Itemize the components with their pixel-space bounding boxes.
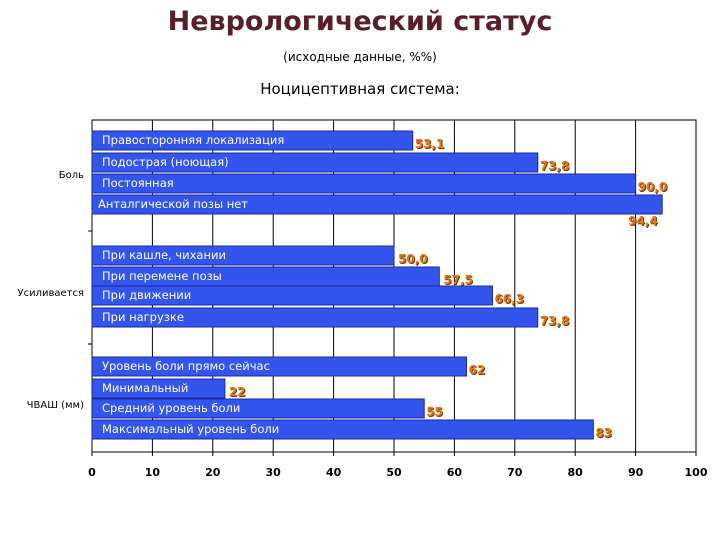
x-tick-label: 90 <box>628 466 644 479</box>
value-label-shadow: 73,8 <box>541 315 571 329</box>
bar-label: Минимальный <box>102 381 188 395</box>
x-tick-label: 100 <box>685 466 708 479</box>
group-label: Усиливается <box>18 288 85 299</box>
x-tick-label: 20 <box>205 466 221 479</box>
bar-label: При перемене позы <box>102 269 222 283</box>
page-title: Неврологический статус <box>167 6 553 37</box>
bar-label: Постоянная <box>102 176 174 190</box>
bar <box>91 378 226 399</box>
value-label: 94,4 <box>628 214 658 228</box>
value-label: 57,5 <box>443 273 473 287</box>
value-label-shadow: 62 <box>469 364 486 378</box>
value-label-shadow: 22 <box>230 386 247 400</box>
bar-label: При движении <box>102 288 191 302</box>
value-label-shadow: 66,3 <box>495 293 525 307</box>
value-label: 73,8 <box>540 159 570 173</box>
bar-label: Максимальный уровень боли <box>102 422 279 436</box>
value-label: 90,0 <box>638 180 668 194</box>
value-label: 62 <box>468 363 485 377</box>
value-label: 73,8 <box>540 314 570 328</box>
x-tick-label: 30 <box>266 466 282 479</box>
value-label-shadow: 55 <box>427 406 444 420</box>
bar <box>91 307 539 328</box>
x-tick-label: 40 <box>326 466 342 479</box>
value-label-shadow: 53,1 <box>416 138 446 152</box>
x-tick-label: 0 <box>88 466 96 479</box>
bar <box>91 173 637 194</box>
bar-label: Подострая (ноющая) <box>102 155 229 169</box>
bar <box>91 356 467 377</box>
value-label: 50,0 <box>398 252 428 266</box>
group-label: ЧВАШ (мм) <box>27 400 84 411</box>
bar <box>91 130 414 151</box>
value-label: 55 <box>426 405 443 419</box>
x-tick-label: 10 <box>145 466 161 479</box>
bar-label: Уровень боли прямо сейчас <box>102 359 270 373</box>
value-label-shadow: 83 <box>596 427 613 441</box>
bar-label: При кашле, чихании <box>102 248 226 262</box>
group-label: Боль <box>59 170 84 181</box>
bar-label: Правосторонняя локализация <box>102 133 284 147</box>
value-label: 83 <box>595 426 612 440</box>
bar <box>91 285 493 306</box>
bar <box>91 398 425 419</box>
x-tick-label: 60 <box>447 466 463 479</box>
value-label: 66,3 <box>494 292 524 306</box>
value-label-shadow: 94,4 <box>629 215 659 229</box>
value-label-shadow: 73,8 <box>541 160 571 174</box>
x-tick-label: 80 <box>568 466 584 479</box>
bar-label: Анталгической позы нет <box>98 197 248 211</box>
value-label-shadow: 90,0 <box>639 181 669 195</box>
value-label-shadow: 50,0 <box>399 253 429 267</box>
bar <box>91 152 539 173</box>
bar <box>91 245 395 266</box>
value-label: 22 <box>229 385 246 399</box>
x-tick-label: 50 <box>386 466 402 479</box>
value-label-shadow: 57,5 <box>444 274 474 288</box>
bar-label: Средний уровень боли <box>102 401 240 415</box>
bar <box>91 419 594 440</box>
bar <box>91 194 663 215</box>
page-subtitle: (исходные данные, %%) <box>283 50 437 64</box>
section-heading: Ноцицептивная система: <box>260 80 460 98</box>
value-label: 53,1 <box>415 137 445 151</box>
x-tick-label: 70 <box>507 466 523 479</box>
bar-label: При нагрузке <box>102 310 184 324</box>
